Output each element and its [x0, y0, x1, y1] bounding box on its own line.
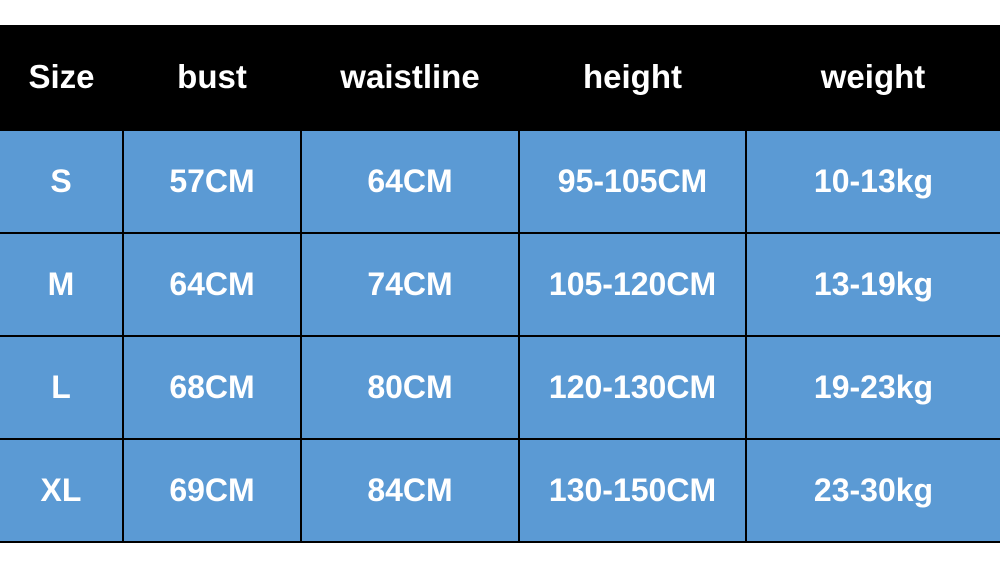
cell-waistline: 74CM — [300, 232, 520, 337]
cell-height: 95-105CM — [518, 129, 747, 234]
header-weight: weight — [746, 25, 1000, 130]
cell-weight: 10-13kg — [745, 129, 1000, 234]
cell-height: 130-150CM — [518, 438, 747, 543]
cell-size: S — [0, 129, 124, 234]
cell-waistline: 84CM — [300, 438, 520, 543]
table-row: L 68CM 80CM 120-130CM 19-23kg — [0, 335, 1000, 440]
header-waistline: waistline — [301, 25, 519, 130]
cell-bust: 64CM — [122, 232, 302, 337]
cell-waistline: 80CM — [300, 335, 520, 440]
cell-waistline: 64CM — [300, 129, 520, 234]
cell-bust: 69CM — [122, 438, 302, 543]
cell-height: 120-130CM — [518, 335, 747, 440]
cell-size: XL — [0, 438, 124, 543]
cell-bust: 68CM — [122, 335, 302, 440]
cell-weight: 23-30kg — [745, 438, 1000, 543]
cell-weight: 13-19kg — [745, 232, 1000, 337]
cell-bust: 57CM — [122, 129, 302, 234]
table-row: S 57CM 64CM 95-105CM 10-13kg — [0, 129, 1000, 234]
header-height: height — [519, 25, 746, 130]
cell-height: 105-120CM — [518, 232, 747, 337]
header-bust: bust — [123, 25, 301, 130]
header-size: Size — [0, 25, 123, 130]
size-chart-table: Size bust waistline height weight S 57CM… — [0, 25, 1000, 543]
cell-size: L — [0, 335, 124, 440]
cell-size: M — [0, 232, 124, 337]
cell-weight: 19-23kg — [745, 335, 1000, 440]
table-row: XL 69CM 84CM 130-150CM 23-30kg — [0, 438, 1000, 543]
table-row: M 64CM 74CM 105-120CM 13-19kg — [0, 232, 1000, 337]
header-row: Size bust waistline height weight — [0, 25, 1000, 130]
